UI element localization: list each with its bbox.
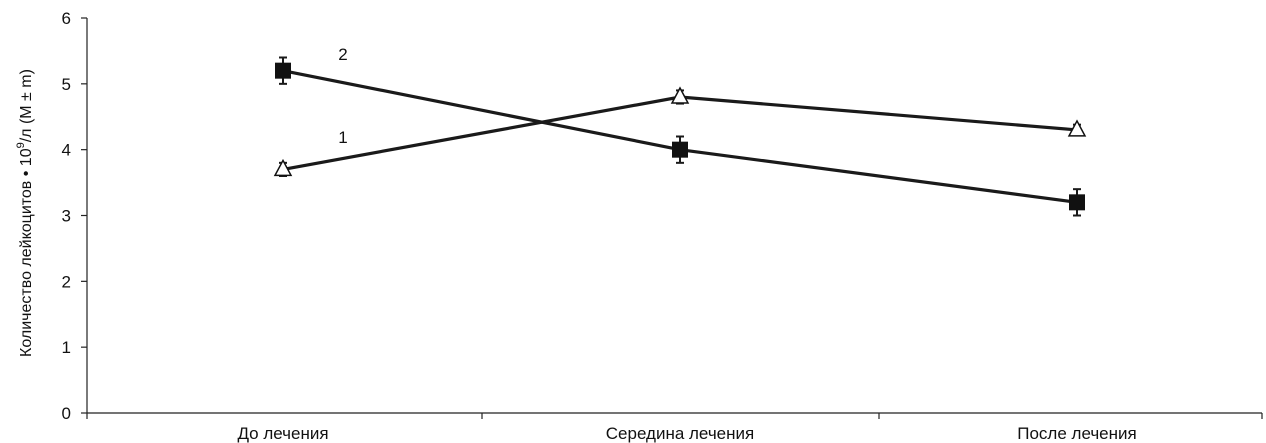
data-point-triangle xyxy=(670,86,690,104)
y-axis-label: Количество лейкоцитов • 109/л (M ± m) xyxy=(15,69,35,357)
y-axis-label-unit: /л (M ± m) xyxy=(18,69,35,142)
series-label: 2 xyxy=(338,45,347,64)
data-point-square xyxy=(1069,194,1085,211)
y-tick-label: 4 xyxy=(62,141,71,160)
y-ticks: 0 1 2 3 4 5 6 xyxy=(62,9,87,423)
y-tick-label: 0 xyxy=(62,404,71,423)
data-point-square xyxy=(672,141,688,158)
x-tick-label: После лечения xyxy=(1017,424,1136,443)
y-axis-label-main: Количество лейкоцитов • 10 xyxy=(18,148,35,357)
data-point-square xyxy=(275,62,291,79)
x-ticks: До лечения Середина лечения После лечения xyxy=(86,413,1263,443)
y-axis-label-exponent: 9 xyxy=(15,142,27,148)
y-tick-label: 6 xyxy=(62,9,71,28)
y-tick-label: 1 xyxy=(62,338,71,357)
y-tick-label: 3 xyxy=(62,207,71,226)
series-1: 1 xyxy=(273,86,1087,177)
y-tick-label: 5 xyxy=(62,75,71,94)
series-label: 1 xyxy=(338,128,347,147)
axes xyxy=(86,18,1262,414)
data-point-triangle xyxy=(273,158,293,177)
data-point-triangle xyxy=(1067,119,1087,137)
series-layer: 12 xyxy=(273,45,1087,217)
y-tick-label: 2 xyxy=(62,272,71,291)
series-2: 2 xyxy=(275,45,1085,217)
x-tick-label: Середина лечения xyxy=(606,424,754,443)
x-tick-label: До лечения xyxy=(237,424,328,443)
